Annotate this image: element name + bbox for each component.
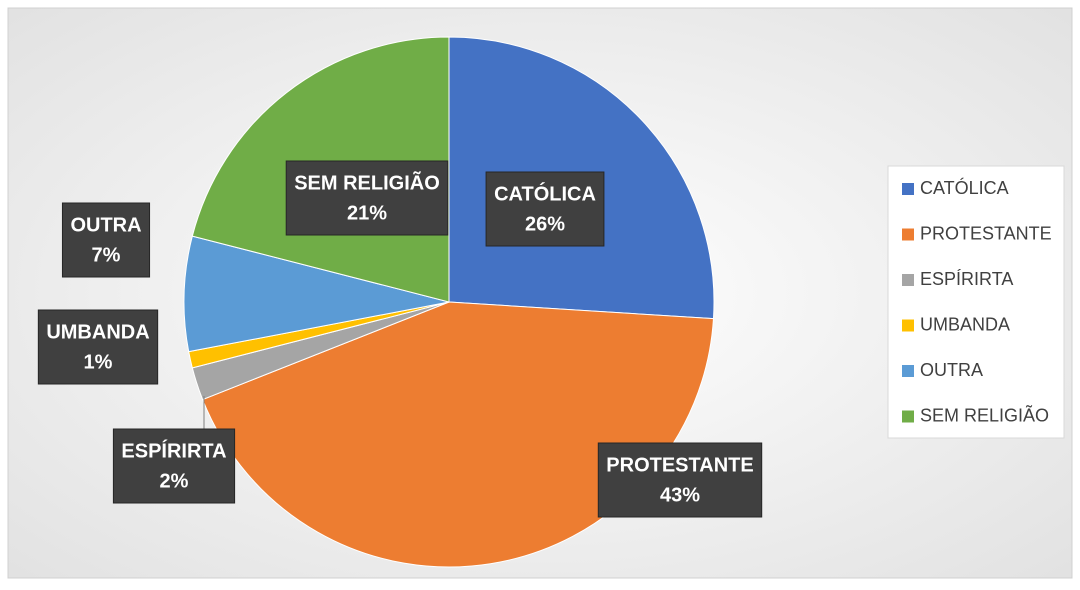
legend-label: SEM RELIGIÃO <box>920 404 1049 425</box>
pie-slice <box>183 235 450 353</box>
data-label-value: 2% <box>160 470 189 492</box>
data-label-name: UMBANDA <box>46 321 149 343</box>
data-label-box <box>485 171 605 247</box>
data-label-value: 7% <box>92 244 121 266</box>
data-label-name: PROTESTANTE <box>606 454 753 476</box>
data-label-name: OUTRA <box>70 214 141 236</box>
data-label-value: 43% <box>660 484 700 506</box>
data-label-name: CATÓLICA <box>494 181 596 205</box>
legend-label: ESPÍRIRTA <box>920 269 1013 289</box>
legend-swatch <box>902 365 914 377</box>
legend-label: OUTRA <box>920 360 983 380</box>
data-label-value: 21% <box>347 202 387 224</box>
data-label-box <box>37 309 159 385</box>
data-label-value: 1% <box>84 351 113 373</box>
data-label-value: 26% <box>525 213 565 235</box>
pie-slice <box>201 301 715 568</box>
data-label-name: ESPÍRIRTA <box>121 439 226 462</box>
legend-label: UMBANDA <box>920 314 1010 334</box>
legend-swatch <box>902 410 914 423</box>
legend-swatch <box>902 228 914 241</box>
data-label-box <box>597 442 763 518</box>
data-label-box <box>112 428 236 504</box>
legend-box <box>887 165 1065 439</box>
data-label-box <box>285 160 449 236</box>
data-label-name: SEM RELIGIÃO <box>294 171 440 194</box>
legend-label: PROTESTANTE <box>920 223 1052 243</box>
legend-label: CATÓLICA <box>920 177 1009 198</box>
legend-swatch <box>902 183 914 195</box>
legend-swatch <box>902 319 914 332</box>
data-label-box <box>61 202 151 278</box>
legend-swatch <box>902 274 914 286</box>
